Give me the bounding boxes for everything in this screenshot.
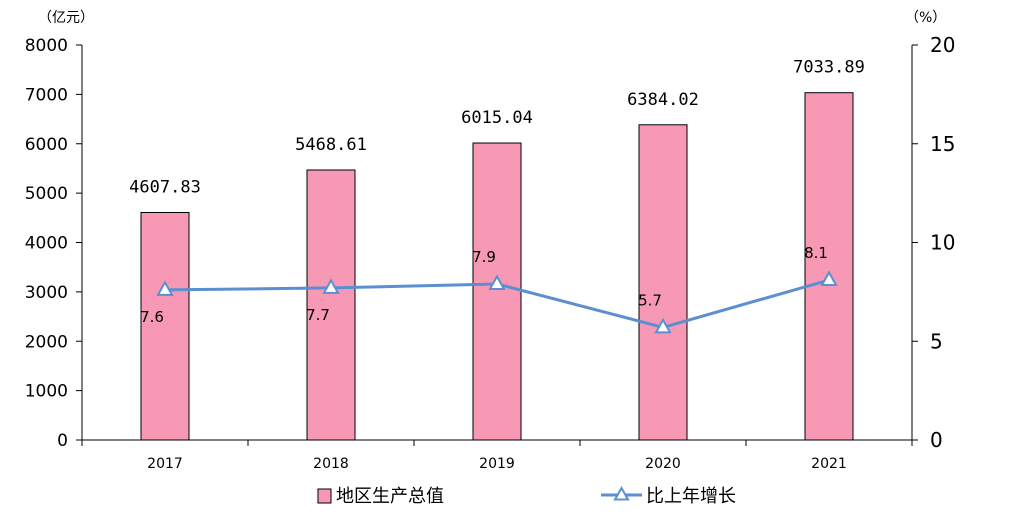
legend-bar-swatch: [317, 488, 332, 504]
left-axis-tick-label: 2000: [25, 332, 68, 352]
growth-value-label: 7.9: [472, 248, 496, 266]
left-axis-tick-label: 4000: [25, 234, 68, 254]
left-axis-tick-label: 7000: [25, 85, 68, 105]
left-axis-tick-label: 5000: [25, 184, 68, 204]
growth-value-labels: 7.6 7.7 7.9 5.7 8.1: [140, 244, 828, 326]
gdp-bar-value-label: 6015.04: [461, 108, 533, 128]
gdp-bar: [306, 169, 356, 441]
left-axis-tick-label: 6000: [25, 135, 68, 155]
right-axis-tick-label: 20: [930, 33, 955, 57]
growth-triangle-marker: [488, 274, 506, 290]
gdp-bar-value-label: 7033.89: [793, 58, 865, 78]
x-axis-tick-label: 2021: [811, 456, 847, 472]
left-axis-tick-label: 1000: [25, 382, 68, 402]
left-axis-unit: （亿元）: [38, 10, 94, 26]
x-axis-tick-label: 2018: [313, 456, 349, 472]
legend-bar-label: 地区生产总值: [336, 486, 444, 507]
growth-value-label: 7.7: [306, 306, 330, 324]
growth-triangle-marker: [156, 280, 174, 296]
bar-value-labels: 4607.83 5468.61 6015.04 6384.02 7033.89: [129, 58, 865, 198]
bar-series: [140, 92, 854, 441]
x-axis-tick-label: 2017: [147, 456, 183, 472]
gdp-bar: [638, 124, 688, 441]
right-axis-tick-label: 10: [930, 231, 955, 255]
legend: 地区生产总值 比上年增长: [317, 485, 736, 507]
growth-triangle-marker: [654, 317, 672, 334]
left-axis-ticks: 0 1000 2000 3000 4000 5000 6000 7000 8000: [25, 36, 82, 451]
gdp-bar-value-label: 6384.02: [627, 90, 699, 110]
gdp-bar-value-label: 5468.61: [295, 135, 367, 155]
legend-triangle-marker-icon: [613, 485, 630, 501]
growth-value-label: 8.1: [804, 244, 828, 262]
right-axis-tick-label: 0: [930, 428, 943, 452]
gdp-bar-value-label: 4607.83: [129, 177, 201, 197]
x-axis-ticks: 2017 2018 2019 2020 2021: [81, 440, 913, 472]
growth-line-series: [156, 270, 838, 334]
right-axis-tick-label: 15: [930, 132, 955, 156]
right-axis-tick-label: 5: [930, 329, 943, 353]
gdp-bar: [140, 211, 190, 441]
gdp-bar: [804, 92, 854, 441]
left-axis-tick-label: 8000: [25, 36, 68, 56]
legend-line-label: 比上年增长: [646, 486, 736, 507]
growth-value-label: 5.7: [638, 291, 662, 309]
right-axis-unit: （%）: [905, 10, 946, 26]
left-axis-tick-label: 0: [57, 431, 68, 451]
right-axis-ticks: 0 5 10 15 20: [912, 33, 955, 452]
left-axis-tick-label: 3000: [25, 283, 68, 303]
x-axis-tick-label: 2020: [645, 456, 681, 472]
gdp-bar: [472, 142, 522, 441]
growth-triangle-marker: [322, 278, 340, 294]
growth-value-label: 7.6: [140, 308, 164, 326]
x-axis-tick-label: 2019: [479, 456, 515, 472]
growth-triangle-marker: [820, 270, 838, 287]
